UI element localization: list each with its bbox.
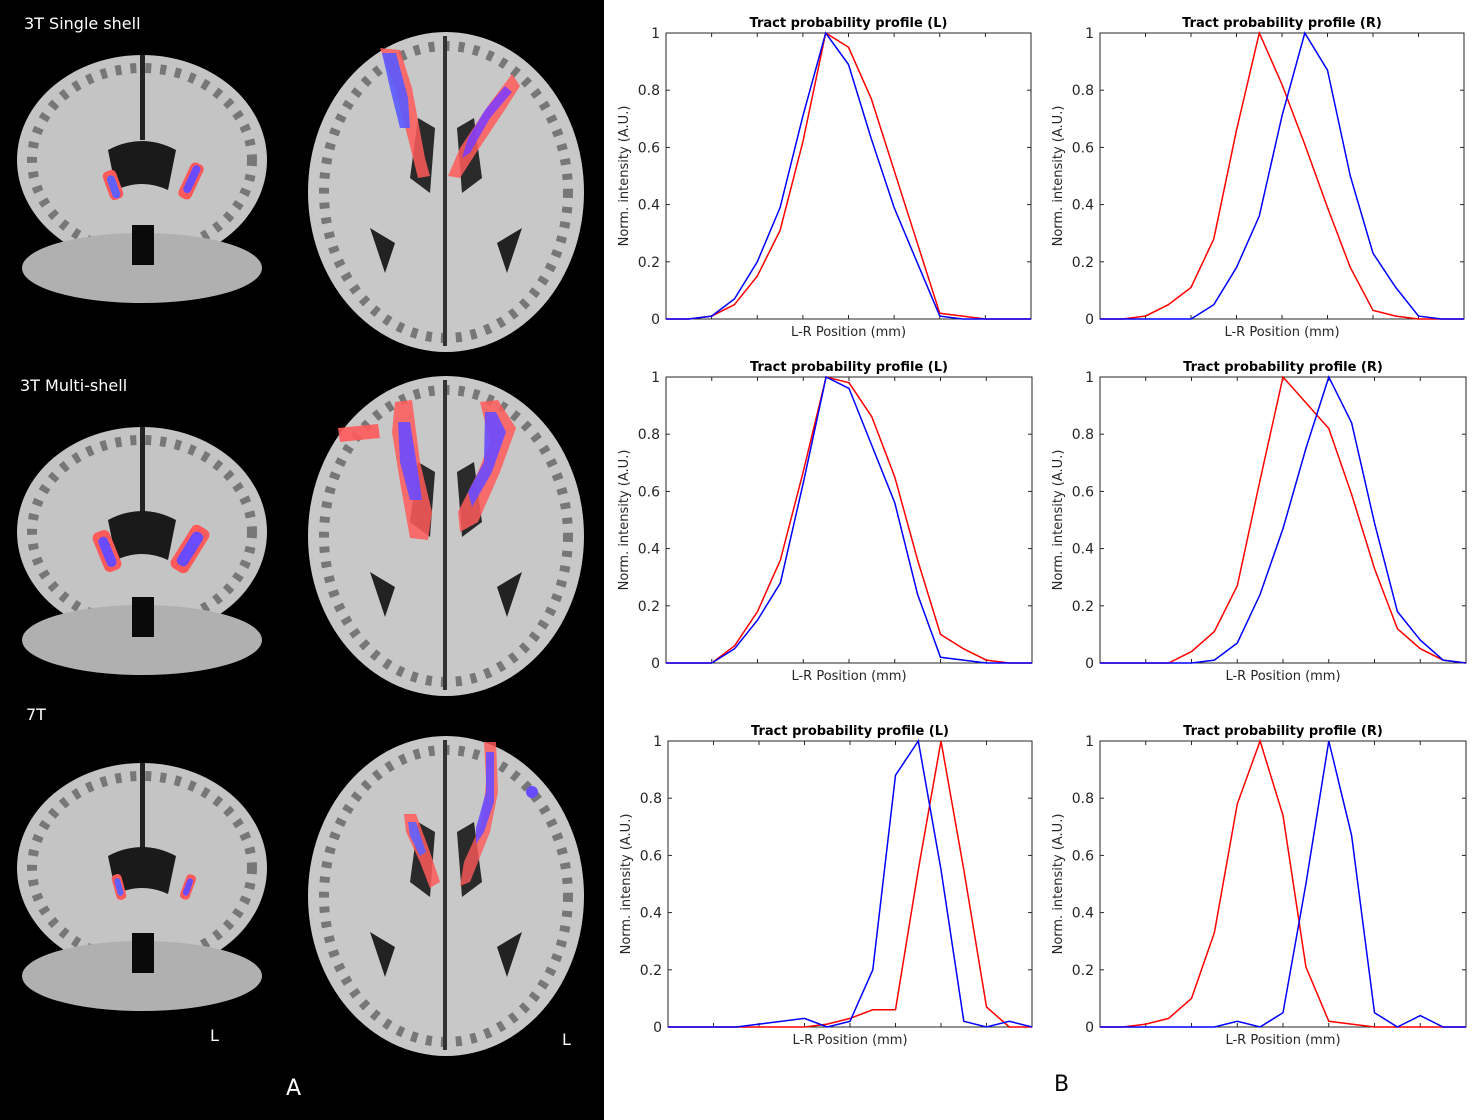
y-tick-label: 0.6 <box>638 484 660 500</box>
y-tick-label: 0.6 <box>1072 140 1094 156</box>
series-line-2 <box>666 31 1031 320</box>
series-line-2 <box>1100 375 1467 664</box>
y-tick-label: 0.2 <box>638 599 660 615</box>
y-tick-label: 0.2 <box>1072 255 1094 271</box>
y-tick-label: 0.4 <box>640 906 662 922</box>
x-axis-label: L-R Position (mm) <box>1224 325 1339 340</box>
x-axis-label: L-R Position (mm) <box>791 325 906 340</box>
series-line-1 <box>666 376 1032 664</box>
y-tick-label: 0.8 <box>1072 83 1094 99</box>
y-tick-label: 1 <box>651 370 660 386</box>
chart-4: 0 0.2 0.4 0.6 0.8 1 Tract probability profile … <box>1051 360 1467 684</box>
axial-slice-3t-multi-shell <box>308 376 584 696</box>
y-tick-label: 1 <box>1085 370 1094 386</box>
series-line-1 <box>1100 30 1464 320</box>
y-tick-label: 0 <box>653 1020 662 1036</box>
y-tick-label: 0.8 <box>638 427 660 443</box>
y-tick-label: 0.6 <box>1072 848 1094 864</box>
orientation-label-axial: L <box>562 1030 571 1049</box>
axial-slice-7t <box>308 736 584 1056</box>
chart-title: Tract probability profile (L) <box>751 724 949 739</box>
chart-1: 0 0.2 0.4 0.6 0.8 1 Tract probability profile … <box>617 16 1032 340</box>
y-tick-label: 0.4 <box>638 198 660 214</box>
y-tick-label: 0.4 <box>1072 542 1094 558</box>
y-axis-label: Norm. intensity (A.U.) <box>1051 106 1066 247</box>
x-axis-label: L-R Position (mm) <box>791 669 906 684</box>
y-tick-label: 0.2 <box>1072 963 1094 979</box>
y-tick-label: 0.2 <box>638 255 660 271</box>
y-tick-label: 0.8 <box>1072 427 1094 443</box>
plot-area <box>1099 32 1465 320</box>
chart-6: 0 0.2 0.4 0.6 0.8 1 Tract probability profile … <box>1051 724 1467 1048</box>
chart-title: Tract probability profile (L) <box>750 360 948 375</box>
chart-title: Tract probability profile (R) <box>1183 724 1383 739</box>
coronal-slice-3t-multi-shell <box>17 427 267 675</box>
series-line-1 <box>666 31 1031 320</box>
series-line-2 <box>666 375 1032 664</box>
x-axis-label: L-R Position (mm) <box>1225 1033 1340 1048</box>
y-axis-label: Norm. intensity (A.U.) <box>619 814 634 955</box>
y-axis-label: Norm. intensity (A.U.) <box>1051 450 1066 591</box>
y-tick-label: 0.4 <box>638 542 660 558</box>
row-label-7t: 7T <box>26 705 46 724</box>
y-tick-label: 0.2 <box>1072 599 1094 615</box>
series-line-2 <box>668 739 1033 1028</box>
y-tick-label: 1 <box>653 734 662 750</box>
y-axis-label: Norm. intensity (A.U.) <box>617 450 632 591</box>
y-tick-label: 1 <box>1085 734 1094 750</box>
orientation-label-coronal: L <box>210 1026 219 1045</box>
y-tick-label: 1 <box>651 26 660 42</box>
coronal-slice-7t <box>17 763 267 1011</box>
y-axis-label: Norm. intensity (A.U.) <box>617 106 632 247</box>
y-tick-label: 0.2 <box>640 963 662 979</box>
chart-title: Tract probability profile (L) <box>750 16 948 31</box>
y-tick-label: 0.8 <box>1072 791 1094 807</box>
panel-letter-b: B <box>1054 1072 1070 1097</box>
plot-area <box>1099 740 1467 1028</box>
y-tick-label: 0.8 <box>640 791 662 807</box>
y-tick-label: 0 <box>1085 1020 1094 1036</box>
y-tick-label: 0 <box>1085 312 1094 328</box>
chart-title: Tract probability profile (R) <box>1182 16 1382 31</box>
x-axis-label: L-R Position (mm) <box>1225 669 1340 684</box>
y-tick-label: 0 <box>651 656 660 672</box>
y-tick-label: 0 <box>1085 656 1094 672</box>
y-tick-label: 0.6 <box>640 848 662 864</box>
series-line-2 <box>1100 740 1466 1028</box>
y-tick-label: 0.6 <box>1072 484 1094 500</box>
y-tick-label: 0.8 <box>638 83 660 99</box>
row-label-3t-single-shell: 3T Single shell <box>24 14 141 33</box>
y-tick-label: 0.4 <box>1072 906 1094 922</box>
x-axis-label: L-R Position (mm) <box>792 1033 907 1048</box>
row-label-3t-multi-shell: 3T Multi-shell <box>20 376 128 395</box>
y-tick-label: 1 <box>1085 26 1094 42</box>
chart-3: 0 0.2 0.4 0.6 0.8 1 Tract probability profile … <box>617 360 1033 684</box>
plot-area <box>667 740 1033 1028</box>
series-line-1 <box>1100 738 1466 1028</box>
coronal-slice-3t-single-shell <box>17 55 267 303</box>
chart-2: 0 0.2 0.4 0.6 0.8 1 Tract probability profile … <box>1051 16 1465 340</box>
plot-area <box>665 32 1032 320</box>
axial-slice-3t-single-shell <box>308 32 584 352</box>
y-tick-label: 0 <box>651 312 660 328</box>
y-tick-label: 0.4 <box>1072 198 1094 214</box>
panel-a: 3T Single shell 3T Multi-shell 7T <box>0 0 604 1120</box>
chart-title: Tract probability profile (R) <box>1183 360 1383 375</box>
series-line-2 <box>1100 31 1464 320</box>
plot-area <box>1099 376 1467 664</box>
plot-area <box>665 376 1033 664</box>
y-tick-label: 0.6 <box>638 140 660 156</box>
chart-5: 0 0.2 0.4 0.6 0.8 1 Tract probability profile … <box>619 724 1033 1048</box>
y-axis-label: Norm. intensity (A.U.) <box>1051 814 1066 955</box>
panel-letter-a: A <box>286 1076 302 1101</box>
